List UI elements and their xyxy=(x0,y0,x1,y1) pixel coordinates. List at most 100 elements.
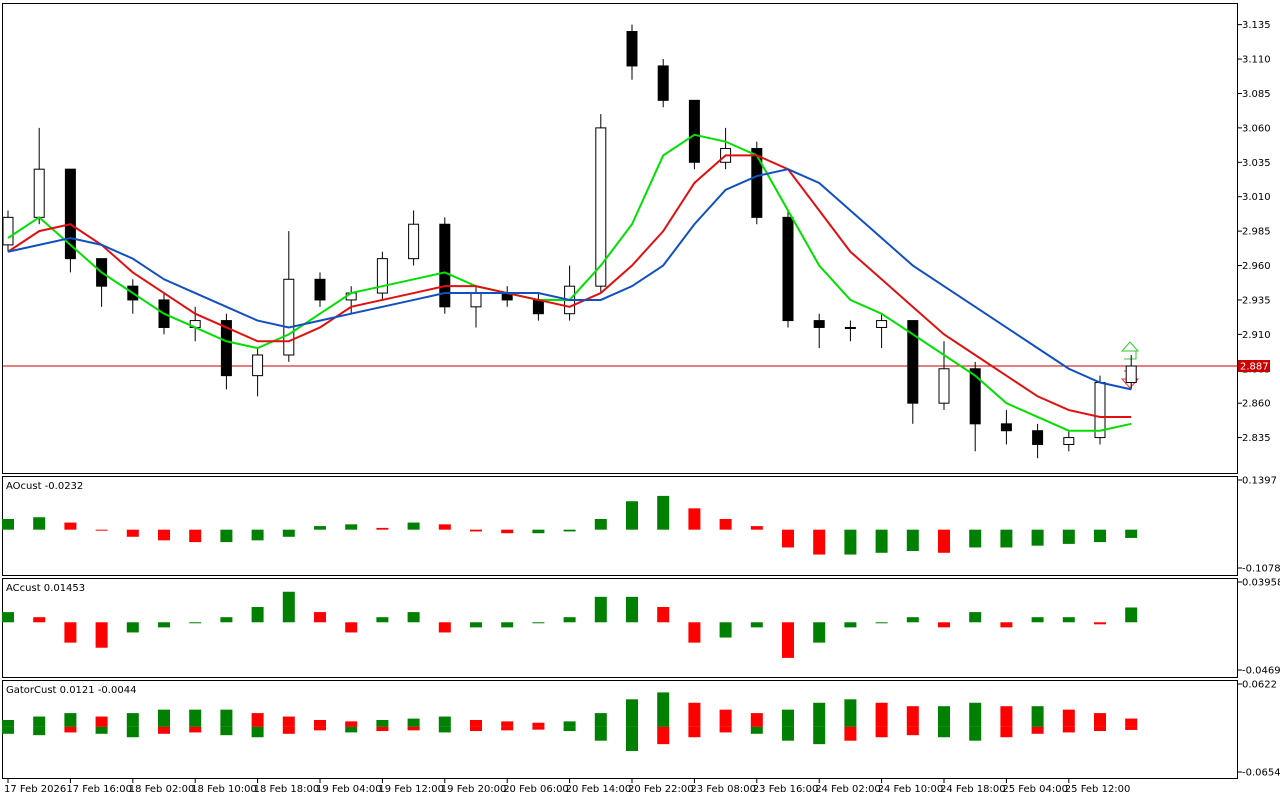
gator-bar xyxy=(594,726,607,741)
gator-bar xyxy=(906,706,919,727)
gator-bar xyxy=(969,726,982,741)
gator-bar xyxy=(345,721,358,727)
x-tick-label: 25 Feb 04:00 xyxy=(1002,784,1068,795)
x-tick-label: 18 Feb 18:00 xyxy=(254,784,320,795)
gator-bar xyxy=(719,709,732,727)
y-tick-label: -0.0654 xyxy=(1242,768,1280,779)
y-tick-label: 3.010 xyxy=(1242,192,1271,203)
gator-bar xyxy=(1062,709,1075,727)
gator-bar xyxy=(158,726,170,734)
gator-bar xyxy=(813,702,826,727)
gator-bar xyxy=(719,726,732,733)
gator-bar xyxy=(782,709,794,727)
histogram-bar xyxy=(750,526,763,530)
gator-bar xyxy=(532,722,545,727)
candle-body xyxy=(283,278,295,356)
histogram-bar xyxy=(532,529,545,534)
histogram-bar xyxy=(1094,622,1106,625)
gator-bar xyxy=(2,720,14,727)
histogram-bar xyxy=(813,529,826,555)
candle-body xyxy=(64,168,76,260)
histogram-bar xyxy=(376,617,389,623)
histogram-bar xyxy=(158,622,170,628)
histogram-bar xyxy=(688,622,701,643)
gator-bar xyxy=(938,726,950,738)
y-tick-label: 3.110 xyxy=(1242,55,1271,66)
gator-bar xyxy=(282,726,295,734)
histogram-bar xyxy=(750,622,763,628)
y-tick-label: 2.960 xyxy=(1242,261,1271,272)
gator-bar xyxy=(688,702,701,727)
gator-bar xyxy=(376,720,389,727)
candle-body xyxy=(532,299,544,315)
histogram-bar xyxy=(438,622,451,633)
x-tick-label: 20 Feb 14:00 xyxy=(566,784,632,795)
histogram-bar xyxy=(657,495,670,530)
y-tick-label: 0.03958 xyxy=(1242,578,1280,589)
candle-body xyxy=(969,368,981,425)
gator-bar xyxy=(875,702,888,727)
gator-bar xyxy=(33,726,46,736)
histogram-bar xyxy=(938,622,950,628)
histogram-bar xyxy=(345,622,358,633)
gator-bar xyxy=(438,726,451,733)
gator-bar xyxy=(1062,726,1075,733)
histogram-bar xyxy=(1062,617,1075,623)
candle-body xyxy=(595,127,607,287)
candle-body xyxy=(220,320,232,377)
gator-bar xyxy=(376,726,389,732)
histogram-bar xyxy=(501,529,514,534)
histogram-bar xyxy=(407,522,420,530)
gator-bar xyxy=(906,726,919,736)
x-tick-label: 18 Feb 10:00 xyxy=(191,784,257,795)
gator-bar xyxy=(875,726,888,738)
gator-bar xyxy=(844,699,857,727)
x-tick-label: 19 Feb 20:00 xyxy=(441,784,507,795)
gator-bar xyxy=(189,709,202,727)
gator-bar xyxy=(220,709,233,727)
histogram-bar xyxy=(345,524,358,530)
x-tick-label: 19 Feb 12:00 xyxy=(378,784,444,795)
histogram-bar xyxy=(782,622,794,658)
gator-bar xyxy=(2,726,14,734)
gator-bar xyxy=(938,706,950,727)
histogram-bar xyxy=(719,622,732,638)
histogram-bar xyxy=(251,607,264,623)
candle-body xyxy=(876,320,888,328)
gator-bar xyxy=(64,726,77,733)
gator-bar xyxy=(626,699,638,727)
ma-line xyxy=(7,168,1132,391)
panel-title: AOcust -0.0232 xyxy=(6,481,83,492)
histogram-bar xyxy=(1000,529,1013,548)
buy-arrow xyxy=(1120,341,1140,360)
gator-bar xyxy=(470,726,482,732)
gator-bar xyxy=(532,726,545,730)
gator-bar xyxy=(1000,726,1013,738)
histogram-bar xyxy=(314,612,326,623)
gator-bar xyxy=(626,726,638,752)
gator-bar xyxy=(95,716,108,727)
candle-body xyxy=(314,278,326,301)
gator-bar xyxy=(33,716,46,727)
histogram-bar xyxy=(501,622,514,628)
histogram-bar xyxy=(2,519,14,530)
x-tick-label: 19 Feb 04:00 xyxy=(316,784,382,795)
gator-bar xyxy=(594,713,607,727)
gator-bar xyxy=(251,713,264,727)
histogram-bar xyxy=(95,529,108,531)
gator-bar xyxy=(501,721,514,727)
y-tick-label: 0.1397 xyxy=(1242,476,1277,487)
histogram-bar xyxy=(813,622,826,643)
gator-bar xyxy=(126,726,139,738)
histogram-bar xyxy=(126,622,139,633)
candle-body xyxy=(2,216,14,246)
y-tick-label: 3.060 xyxy=(1242,123,1271,134)
gator-bar xyxy=(782,726,794,741)
gator-bar xyxy=(1031,726,1044,734)
y-tick-label: 2.985 xyxy=(1242,227,1271,238)
candle-body xyxy=(1125,365,1137,384)
histogram-bar xyxy=(33,617,46,623)
candle-body xyxy=(688,99,700,163)
gator-bar xyxy=(189,726,202,733)
histogram-bar xyxy=(626,501,638,530)
